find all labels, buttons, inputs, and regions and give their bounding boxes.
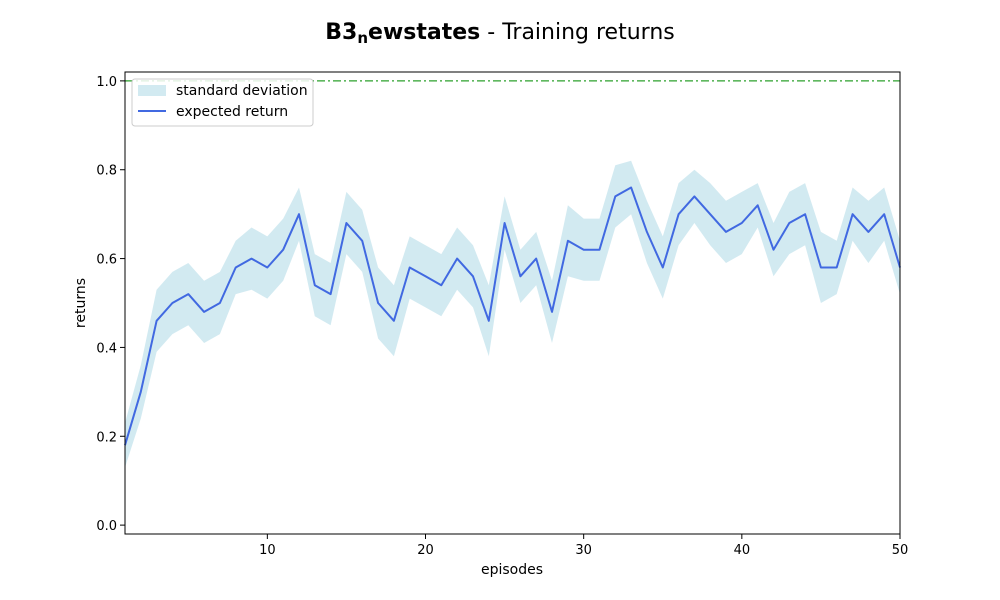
- x-tick-label: 20: [417, 543, 434, 558]
- x-axis-ticks: 10 20 30 40 50: [259, 534, 908, 558]
- chart-title: B3newstates - Training returns: [0, 20, 1000, 47]
- legend-swatch-standard-deviation: [138, 85, 166, 96]
- legend-box: [131, 78, 314, 127]
- x-tick-label: 10: [259, 543, 276, 558]
- y-axis-ticks: 0.0 0.2 0.4 0.6 0.8 1.0: [96, 75, 125, 534]
- x-tick-label: 30: [575, 543, 592, 558]
- x-tick-label: 40: [734, 543, 751, 558]
- legend-label-standard-deviation: standard deviation: [176, 83, 308, 99]
- y-tick-label: 0.8: [96, 164, 117, 179]
- chart-title-rest: - Training returns: [480, 20, 675, 45]
- legend: standard deviation expected return: [131, 78, 314, 127]
- axes-frame: [124, 71, 901, 535]
- y-tick-label: 0.6: [96, 253, 117, 268]
- x-tick-label: 50: [892, 543, 909, 558]
- y-tick-label: 1.0: [96, 75, 117, 90]
- y-tick-label: 0.4: [96, 341, 117, 356]
- y-tick-label: 0.0: [96, 519, 117, 534]
- chart-title-subscript: n: [357, 29, 369, 47]
- std-deviation-band: [125, 160, 900, 468]
- y-axis-label: returns: [73, 278, 89, 328]
- y-tick-label: 0.2: [96, 430, 117, 445]
- chart-title-bold-main: B3: [325, 20, 358, 45]
- x-axis-label: episodes: [481, 562, 543, 578]
- chart-title-bold-rest: ewstates: [368, 20, 481, 45]
- chart-title-bold: B3newstates: [325, 20, 481, 47]
- expected-return-line: [124, 186, 901, 446]
- legend-label-expected-return: expected return: [176, 104, 288, 120]
- plot-area: [124, 80, 901, 468]
